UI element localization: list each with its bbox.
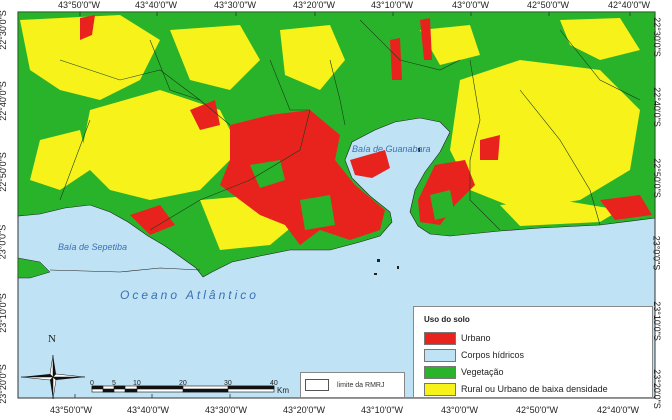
legend-item-vegetation: Vegetação — [424, 365, 504, 379]
boundary-legend: limite da RMRJ — [300, 372, 405, 398]
lon-label-bottom: 43°30'0"W — [205, 405, 248, 415]
lat-label-left: 22°50'0"S — [0, 152, 8, 192]
sepetiba-bay-label: Baía de Sepetiba — [58, 242, 128, 252]
restinga — [17, 257, 51, 279]
legend-item-rural: Rural ou Urbano de baixa densidade — [424, 382, 608, 396]
legend-swatch — [424, 382, 456, 396]
boundary-swatch — [305, 379, 329, 391]
scale-bar — [91, 385, 275, 393]
boundary-legend-label: limite da RMRJ — [337, 381, 385, 389]
legend: Uso do solo Urbano Corpos hídricos Veget… — [413, 306, 653, 398]
lon-label-top: 42°50'0"W — [527, 0, 570, 10]
lon-label-top: 43°10'0"W — [371, 0, 414, 10]
municipal-boundaries — [59, 19, 641, 231]
lon-label-bottom: 43°10'0"W — [361, 405, 404, 415]
north-label: N — [48, 333, 56, 345]
north-arrow-icon — [20, 354, 86, 400]
lon-label-bottom: 43°40'0"W — [127, 405, 170, 415]
lat-label-left: 23°0'0"S — [0, 224, 8, 260]
lon-label-bottom: 43°20'0"W — [283, 405, 326, 415]
legend-swatch — [424, 365, 456, 379]
scale-tick: 30 — [224, 380, 232, 387]
guanabara-bay-label: Baía de Guanabara — [352, 144, 431, 154]
lat-label-right: 23°20'0"S — [651, 369, 662, 409]
lat-label-right: 23°0'0"S — [651, 235, 662, 271]
lon-label-top: 43°30'0"W — [214, 0, 257, 10]
lon-label-top: 43°40'0"W — [135, 0, 178, 10]
lat-label-left: 22°30'0"S — [0, 10, 8, 50]
lat-label-right: 22°50'0"S — [651, 158, 662, 198]
ocean-label: Oceano Atlântico — [120, 288, 259, 302]
legend-label: Vegetação — [461, 367, 504, 377]
scale-tick: 20 — [179, 380, 187, 387]
lon-label-bottom: 42°40'0"W — [597, 405, 640, 415]
legend-item-urban: Urbano — [424, 331, 491, 345]
lat-label-left: 23°10'0"S — [0, 293, 8, 333]
scale-tick: 40 — [270, 380, 278, 387]
lat-label-right: 22°40'0"S — [651, 87, 662, 127]
legend-swatch — [424, 331, 456, 345]
lat-label-right: 23°10'0"S — [651, 301, 662, 341]
scale-tick: 5 — [112, 380, 116, 387]
scale-tick: 10 — [133, 380, 141, 387]
legend-title: Uso do solo — [424, 315, 470, 324]
scale-tick: 0 — [90, 380, 94, 387]
lon-label-bottom: 43°0'0"W — [441, 405, 479, 415]
lon-label-top: 43°20'0"W — [293, 0, 336, 10]
lon-label-bottom: 42°50'0"W — [516, 405, 559, 415]
lat-label-right: 22°30'0"S — [651, 17, 662, 57]
urban-areas — [80, 15, 652, 245]
lat-label-left: 22°40'0"S — [0, 81, 8, 121]
lon-label-top: 43°0'0"W — [452, 0, 490, 10]
legend-label: Rural ou Urbano de baixa densidade — [461, 384, 608, 394]
scale-unit: Km — [277, 386, 289, 395]
legend-item-water: Corpos hídricos — [424, 348, 524, 362]
legend-label: Corpos hídricos — [461, 350, 525, 360]
lat-label-left: 23°20'0"S — [0, 364, 8, 404]
legend-swatch — [424, 348, 456, 362]
lon-label-bottom: 43°50'0"W — [50, 405, 93, 415]
lon-label-top: 43°50'0"W — [58, 0, 101, 10]
lon-label-top: 42°40'0"W — [608, 0, 651, 10]
legend-label: Urbano — [461, 333, 491, 343]
